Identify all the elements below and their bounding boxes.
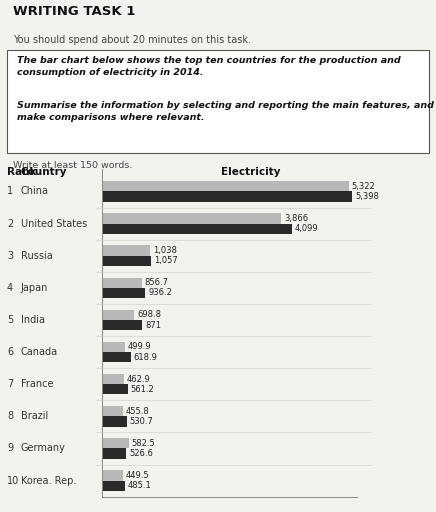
Bar [102, 310, 134, 320]
Text: Russia: Russia [21, 251, 53, 261]
Text: 5,398: 5,398 [355, 192, 379, 201]
Bar [102, 245, 150, 255]
Text: Country: Country [21, 167, 68, 177]
Text: 5,322: 5,322 [352, 182, 375, 191]
Text: 871: 871 [145, 321, 161, 330]
Text: 1,038: 1,038 [153, 246, 177, 255]
Bar [102, 342, 125, 352]
FancyBboxPatch shape [7, 50, 429, 153]
Text: 618.9: 618.9 [133, 353, 157, 361]
Text: China: China [21, 186, 49, 197]
Bar [102, 320, 143, 330]
Bar [102, 214, 281, 224]
Text: Germany: Germany [21, 443, 66, 454]
Text: Summarise the information by selecting and reporting the main features, and
make: Summarise the information by selecting a… [17, 101, 434, 122]
Text: The bar chart below shows the top ten countries for the production and
consumpti: The bar chart below shows the top ten co… [17, 56, 401, 77]
Text: 2: 2 [7, 219, 13, 228]
Text: 698.8: 698.8 [137, 310, 161, 319]
Text: 8: 8 [7, 411, 13, 421]
Bar [102, 181, 349, 191]
Text: 936.2: 936.2 [148, 288, 172, 297]
Text: 3: 3 [7, 251, 13, 261]
Bar [102, 449, 126, 459]
Text: Electricity: Electricity [221, 167, 280, 177]
Bar [102, 438, 129, 449]
Text: Canada: Canada [21, 347, 58, 357]
Bar [102, 406, 123, 416]
Bar [102, 481, 125, 491]
Text: Japan: Japan [21, 283, 48, 293]
Bar [102, 384, 128, 394]
Text: 5: 5 [7, 315, 13, 325]
Text: You should spend about 20 minutes on this task.: You should spend about 20 minutes on thi… [13, 35, 251, 46]
Bar [102, 255, 151, 266]
Text: France: France [21, 379, 53, 389]
Text: 856.7: 856.7 [145, 278, 169, 287]
Text: 3,866: 3,866 [284, 214, 308, 223]
Text: 455.8: 455.8 [126, 407, 150, 416]
Bar [102, 191, 352, 202]
Text: 561.2: 561.2 [131, 385, 155, 394]
Text: 7: 7 [7, 379, 13, 389]
Text: 485.1: 485.1 [127, 481, 151, 490]
Text: 4: 4 [7, 283, 13, 293]
Text: United States: United States [21, 219, 87, 228]
Text: 10: 10 [7, 476, 19, 485]
Text: 462.9: 462.9 [126, 375, 150, 383]
Text: 4,099: 4,099 [295, 224, 319, 233]
Bar [102, 471, 123, 481]
Text: Write at least 150 words.: Write at least 150 words. [13, 161, 133, 169]
Bar [102, 374, 123, 384]
Text: 9: 9 [7, 443, 13, 454]
Text: 526.6: 526.6 [129, 449, 153, 458]
Text: 530.7: 530.7 [129, 417, 153, 426]
Bar [102, 224, 292, 234]
Text: WRITING TASK 1: WRITING TASK 1 [13, 5, 136, 18]
Text: 6: 6 [7, 347, 13, 357]
Text: Brazil: Brazil [21, 411, 48, 421]
Bar [102, 352, 131, 362]
Bar [102, 416, 126, 426]
Text: India: India [21, 315, 45, 325]
Text: 449.5: 449.5 [126, 471, 149, 480]
Text: 499.9: 499.9 [128, 343, 152, 351]
Text: 582.5: 582.5 [132, 439, 156, 448]
Text: Korea. Rep.: Korea. Rep. [21, 476, 76, 485]
Text: 1: 1 [7, 186, 13, 197]
Text: 1,057: 1,057 [154, 257, 177, 265]
Text: Rank: Rank [7, 167, 37, 177]
Bar [102, 278, 142, 288]
Bar [102, 288, 146, 298]
